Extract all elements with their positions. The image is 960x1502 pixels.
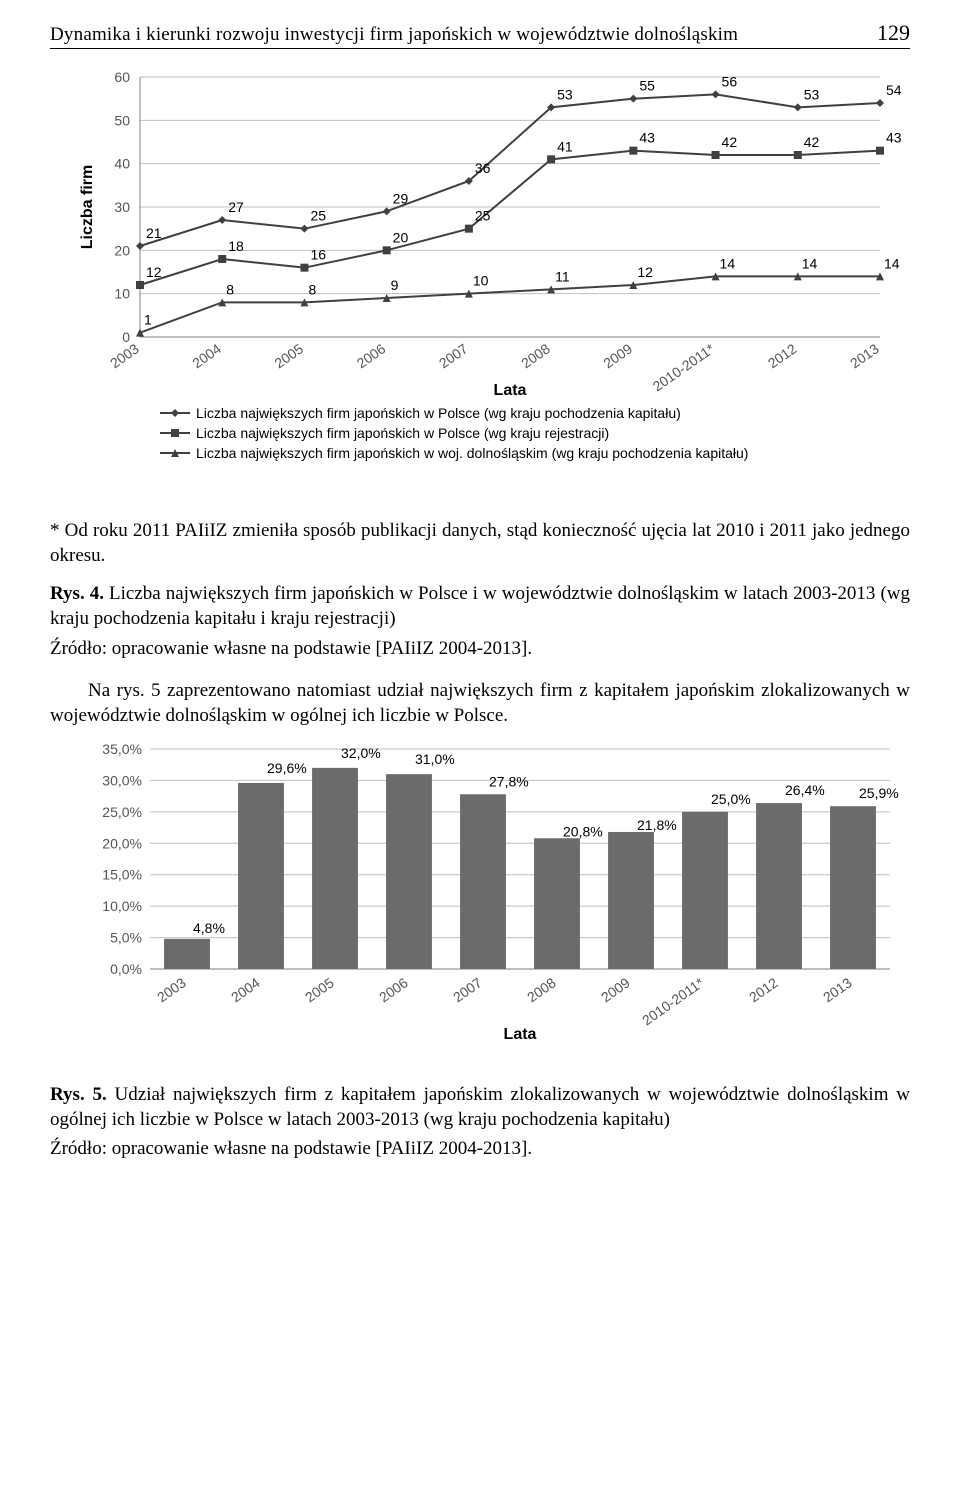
svg-text:14: 14	[884, 255, 900, 271]
figure4-text: Liczba największych firm japońskich w Po…	[50, 583, 910, 629]
svg-text:27: 27	[228, 199, 244, 215]
svg-text:Lata: Lata	[494, 382, 527, 399]
svg-text:2012: 2012	[765, 340, 800, 371]
figure5-label: Rys. 5.	[50, 1084, 107, 1105]
svg-text:20,8%: 20,8%	[563, 823, 603, 839]
svg-text:25: 25	[310, 208, 326, 224]
figure4-caption: Rys. 4. Liczba największych firm japońsk…	[50, 582, 910, 631]
running-title: Dynamika i kierunki rozwoju inwestycji f…	[50, 24, 738, 46]
svg-text:14: 14	[720, 255, 736, 271]
svg-text:2003: 2003	[154, 974, 189, 1005]
svg-text:32,0%: 32,0%	[341, 745, 381, 761]
svg-text:20: 20	[393, 229, 409, 245]
svg-text:2007: 2007	[436, 340, 471, 371]
svg-text:25,0%: 25,0%	[711, 791, 751, 807]
line-chart: 0102030405060Liczba firm2003200420052006…	[60, 67, 920, 507]
svg-text:Liczba największych firm japoń: Liczba największych firm japońskich w Po…	[196, 405, 681, 421]
svg-text:40: 40	[114, 156, 130, 172]
svg-text:42: 42	[722, 134, 738, 150]
svg-text:30: 30	[114, 199, 130, 215]
svg-text:26,4%: 26,4%	[785, 782, 825, 798]
svg-text:8: 8	[226, 281, 234, 297]
paragraph-rys5-intro: Na rys. 5 zaprezentowano natomiast udzia…	[50, 678, 910, 729]
svg-text:2009: 2009	[598, 974, 633, 1005]
figure4-label: Rys. 4.	[50, 583, 104, 604]
svg-text:8: 8	[308, 281, 316, 297]
svg-text:55: 55	[639, 78, 655, 94]
svg-text:27,8%: 27,8%	[489, 773, 529, 789]
svg-text:43: 43	[886, 130, 902, 146]
svg-text:21,8%: 21,8%	[637, 817, 677, 833]
svg-text:2012: 2012	[746, 974, 781, 1005]
svg-text:43: 43	[639, 130, 655, 146]
svg-text:42: 42	[804, 134, 820, 150]
svg-text:15,0%: 15,0%	[102, 867, 142, 883]
svg-text:2005: 2005	[271, 340, 306, 371]
svg-text:60: 60	[114, 69, 130, 85]
svg-text:41: 41	[557, 138, 573, 154]
svg-text:12: 12	[637, 264, 653, 280]
svg-text:2009: 2009	[600, 340, 635, 371]
svg-text:10,0%: 10,0%	[102, 898, 142, 914]
svg-text:12: 12	[146, 264, 162, 280]
svg-text:56: 56	[722, 73, 738, 89]
svg-text:10: 10	[114, 286, 130, 302]
svg-text:29: 29	[393, 190, 409, 206]
svg-text:1: 1	[144, 312, 152, 328]
svg-text:54: 54	[886, 82, 902, 98]
svg-text:Liczba firm: Liczba firm	[79, 165, 96, 249]
svg-text:9: 9	[391, 277, 399, 293]
svg-text:30,0%: 30,0%	[102, 772, 142, 788]
figure4-source: Źródło: opracowanie własne na podstawie …	[50, 638, 910, 660]
bar-chart: 0,0% 5,0% 10,0% 15,0% 20,0% 25,0% 30,0% 35,0% 4,…	[60, 739, 920, 1069]
svg-text:18: 18	[228, 238, 244, 254]
bar-chart-container: 0,0% 5,0% 10,0% 15,0% 20,0% 25,0% 30,0% 35,0% 4,…	[60, 739, 900, 1069]
svg-text:50: 50	[114, 112, 130, 128]
svg-text:2008: 2008	[524, 974, 559, 1005]
footnote-text: * Od roku 2011 PAIiIZ zmieniła sposób pu…	[50, 520, 910, 566]
svg-text:20,0%: 20,0%	[102, 835, 142, 851]
page-number: 129	[877, 20, 910, 46]
svg-text:25,0%: 25,0%	[102, 804, 142, 820]
svg-text:Lata: Lata	[504, 1026, 537, 1043]
figure5-text: Udział największych firm z kapitałem jap…	[50, 1084, 910, 1130]
svg-text:11: 11	[555, 268, 570, 284]
figure5-caption: Rys. 5. Udział największych firm z kapit…	[50, 1083, 910, 1132]
svg-text:10: 10	[473, 273, 489, 289]
svg-text:21: 21	[146, 225, 162, 241]
svg-text:2013: 2013	[847, 340, 882, 371]
svg-text:53: 53	[557, 86, 573, 102]
svg-text:25: 25	[475, 208, 491, 224]
svg-text:5,0%: 5,0%	[110, 930, 142, 946]
svg-text:2006: 2006	[376, 974, 411, 1005]
svg-text:2007: 2007	[450, 974, 485, 1005]
svg-text:25,9%: 25,9%	[859, 785, 899, 801]
svg-text:16: 16	[310, 247, 326, 263]
svg-text:Liczba największych firm japoń: Liczba największych firm japońskich w Po…	[196, 425, 609, 441]
svg-text:2010-2011*: 2010-2011*	[650, 340, 718, 394]
svg-text:2006: 2006	[354, 340, 389, 371]
svg-text:53: 53	[804, 86, 820, 102]
svg-text:14: 14	[802, 255, 818, 271]
chart1-footnote: * Od roku 2011 PAIiIZ zmieniła sposób pu…	[50, 519, 910, 568]
svg-text:Liczba największych firm japoń: Liczba największych firm japońskich w wo…	[196, 445, 748, 461]
page-header: Dynamika i kierunki rozwoju inwestycji f…	[50, 20, 910, 49]
svg-text:4,8%: 4,8%	[193, 920, 225, 936]
svg-text:2013: 2013	[820, 974, 855, 1005]
svg-text:36: 36	[475, 160, 491, 176]
svg-text:20: 20	[114, 242, 130, 258]
svg-text:2003: 2003	[107, 340, 142, 371]
svg-text:0,0%: 0,0%	[110, 961, 142, 977]
svg-text:35,0%: 35,0%	[102, 741, 142, 757]
line-chart-container: 0102030405060Liczba firm2003200420052006…	[60, 67, 900, 507]
svg-text:2010-2011*: 2010-2011*	[639, 974, 707, 1028]
svg-text:2004: 2004	[228, 974, 263, 1005]
figure5-source: Źródło: opracowanie własne na podstawie …	[50, 1138, 910, 1160]
svg-text:2005: 2005	[302, 974, 337, 1005]
svg-text:2004: 2004	[189, 340, 224, 371]
svg-text:2008: 2008	[518, 340, 553, 371]
svg-text:31,0%: 31,0%	[415, 751, 455, 767]
svg-text:29,6%: 29,6%	[267, 760, 307, 776]
